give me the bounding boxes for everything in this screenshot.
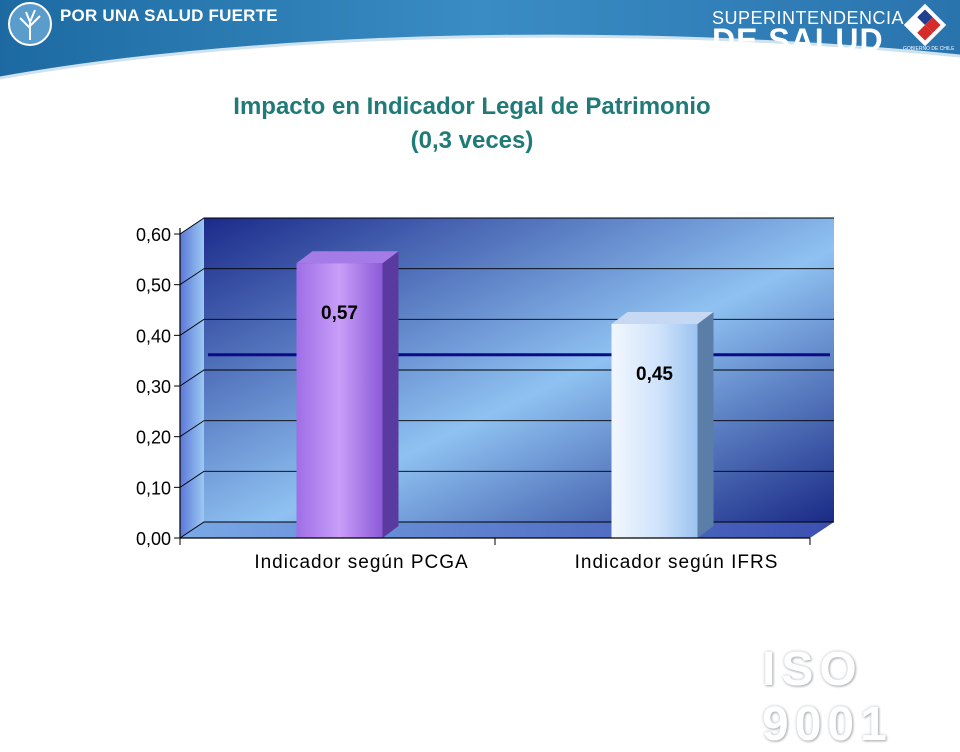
x-tick-label: Indicador según PCGA xyxy=(254,552,468,573)
iso-watermark: ISO 9001 xyxy=(762,643,893,751)
data-label: 0,57 xyxy=(321,303,358,324)
x-tick-label: Indicador según IFRS xyxy=(575,552,779,573)
y-tick-label: 0,50 xyxy=(136,276,171,296)
data-label: 0,45 xyxy=(636,364,673,385)
y-tick-label: 0,40 xyxy=(136,326,171,346)
chart-subtitle: (0,3 veces) xyxy=(410,127,534,154)
bar-top xyxy=(611,312,714,324)
plot-area xyxy=(180,218,834,538)
chart-title: Impacto en Indicador Legal de Patrimonio xyxy=(233,93,711,120)
floor xyxy=(180,522,834,538)
org-name-line1: SUPERINTENDENCIA xyxy=(712,8,905,28)
bars: 0,57 0,45 xyxy=(296,251,714,538)
bar-side xyxy=(382,251,399,538)
bar-chart: 0,00 0,10 0,20 0,30 0,40 0,50 0,60 0,57 0,45 In… xyxy=(136,217,834,573)
tree-emblem-icon xyxy=(8,2,52,46)
y-tick-label: 0,10 xyxy=(136,478,171,498)
y-tick-label: 0,60 xyxy=(136,225,171,245)
bar-top xyxy=(296,251,399,264)
bar-front xyxy=(296,263,383,538)
bar: 0,45 xyxy=(611,312,714,538)
gridline xyxy=(179,268,834,286)
header-band xyxy=(0,0,960,80)
x-axis: Indicador según PCGA Indicador según IFRS xyxy=(179,537,811,573)
bar: 0,57 xyxy=(296,251,399,538)
slogan: POR UNA SALUD FUERTE xyxy=(60,6,278,25)
bar-side xyxy=(697,312,714,538)
y-tick-label: 0,00 xyxy=(136,529,171,549)
bar-front xyxy=(611,324,698,538)
government-label: GOBIERNO DE CHILE xyxy=(903,46,955,52)
org-name-line2: DE SALUD xyxy=(712,22,884,58)
gridline xyxy=(179,217,834,235)
y-tick-label: 0,20 xyxy=(136,428,171,448)
y-tick-label: 0,30 xyxy=(136,377,171,397)
y-axis: 0,00 0,10 0,20 0,30 0,40 0,50 0,60 xyxy=(136,225,181,549)
chart-title-block: Impacto en Indicador Legal de Patrimonio… xyxy=(0,90,944,158)
